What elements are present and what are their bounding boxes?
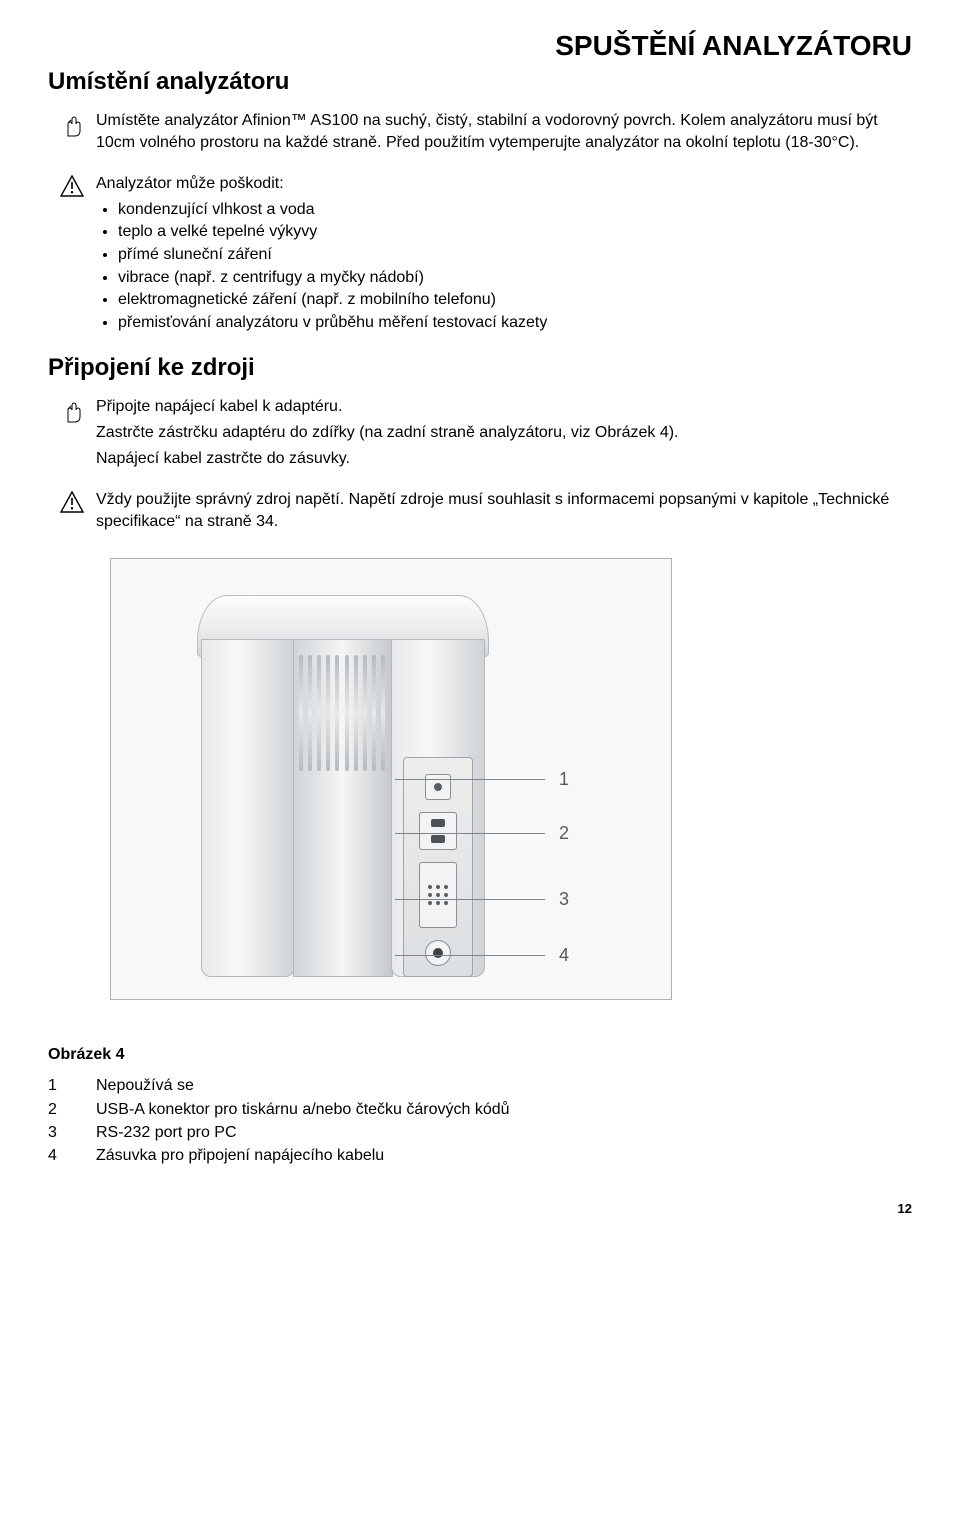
legend-number: 1 xyxy=(48,1074,96,1097)
warning-block-placement: Analyzátor může poškodit: kondenzující v… xyxy=(48,173,912,334)
figure-callout: 2 xyxy=(395,823,569,844)
warning-text-power: Vždy použijte správný zdroj napětí. Napě… xyxy=(96,489,912,536)
info-para: Umístěte analyzátor Afinion™ AS100 na su… xyxy=(96,110,912,153)
figure-callout: 1 xyxy=(395,769,569,790)
info-block-power: Připojte napájecí kabel k adaptéru. Zastr… xyxy=(48,396,912,473)
figure-legend: 1Nepoužívá se2USB-A konektor pro tiskárn… xyxy=(48,1074,912,1167)
warning-icon xyxy=(48,489,96,513)
callout-number: 4 xyxy=(559,945,569,966)
hand-icon xyxy=(48,110,96,138)
warn-intro: Analyzátor může poškodit: xyxy=(96,173,912,195)
warning-item: teplo a velké tepelné výkyvy xyxy=(118,221,912,243)
page: SPUŠTĚNÍ ANALYZÁTORU Umístění analyzátor… xyxy=(0,0,960,1236)
info-block-placement: Umístěte analyzátor Afinion™ AS100 na su… xyxy=(48,110,912,157)
chapter-title: SPUŠTĚNÍ ANALYZÁTORU xyxy=(48,30,912,62)
warning-text-placement: Analyzátor může poškodit: kondenzující v… xyxy=(96,173,912,334)
info-line: Napájecí kabel zastrčte do zásuvky. xyxy=(96,448,912,470)
warning-block-power: Vždy použijte správný zdroj napětí. Napě… xyxy=(48,489,912,536)
callout-number: 3 xyxy=(559,889,569,910)
warning-item: kondenzující vlhkost a voda xyxy=(118,199,912,221)
legend-label: RS-232 port pro PC xyxy=(96,1121,237,1144)
info-text-power: Připojte napájecí kabel k adaptéru. Zastr… xyxy=(96,396,912,473)
info-line: Zastrčte zástrčku adaptéru do zdířky (na… xyxy=(96,422,912,444)
warning-item: přímé sluneční záření xyxy=(118,244,912,266)
page-number: 12 xyxy=(48,1201,912,1216)
legend-number: 3 xyxy=(48,1121,96,1144)
figure-callout: 3 xyxy=(395,889,569,910)
figure-caption: Obrázek 4 xyxy=(48,1046,912,1064)
port-panel xyxy=(403,757,473,977)
info-text-placement: Umístěte analyzátor Afinion™ AS100 na su… xyxy=(96,110,912,157)
figure-callout: 4 xyxy=(395,945,569,966)
legend-label: Nepoužívá se xyxy=(96,1074,194,1097)
legend-row: 1Nepoužívá se xyxy=(48,1074,912,1097)
legend-label: Zásuvka pro připojení napájecího kabelu xyxy=(96,1144,384,1167)
hand-icon xyxy=(48,396,96,424)
callout-number: 2 xyxy=(559,823,569,844)
section-heading-power: Připojení ke zdroji xyxy=(48,354,912,382)
legend-row: 4Zásuvka pro připojení napájecího kabelu xyxy=(48,1144,912,1167)
legend-label: USB-A konektor pro tiskárnu a/nebo čtečk… xyxy=(96,1098,510,1121)
legend-number: 2 xyxy=(48,1098,96,1121)
legend-row: 2USB-A konektor pro tiskárnu a/nebo čteč… xyxy=(48,1098,912,1121)
info-line: Připojte napájecí kabel k adaptéru. xyxy=(96,396,912,418)
legend-row: 3RS-232 port pro PC xyxy=(48,1121,912,1144)
figure-4: 1 2 3 4 xyxy=(110,558,672,1000)
legend-number: 4 xyxy=(48,1144,96,1167)
warning-icon xyxy=(48,173,96,197)
warning-list: kondenzující vlhkost a vodateplo a velké… xyxy=(96,199,912,334)
warning-item: vibrace (např. z centrifugy a myčky nádo… xyxy=(118,267,912,289)
section-heading-placement: Umístění analyzátoru xyxy=(48,68,912,96)
callout-number: 1 xyxy=(559,769,569,790)
warning-item: přemisťování analyzátoru v průběhu měřen… xyxy=(118,312,912,334)
warn-para-power: Vždy použijte správný zdroj napětí. Napě… xyxy=(96,489,912,532)
warning-item: elektromagnetické záření (např. z mobiln… xyxy=(118,289,912,311)
